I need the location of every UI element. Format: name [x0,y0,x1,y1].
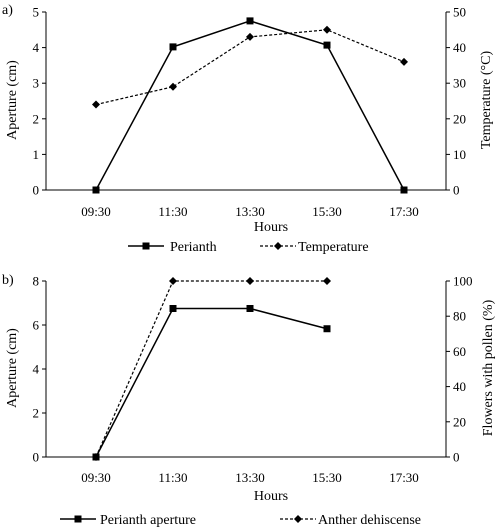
right-tick-label: 10 [453,147,466,162]
x-tick-label: 11:30 [158,204,187,219]
series-0-line [95,307,328,458]
panel-b-left-ticks: 0 2 4 6 8 [33,274,46,465]
panel-b-right-ticks: 0 20 40 60 80 100 [446,274,473,465]
panel-a-left-ticks: 0 1 2 3 4 5 [33,5,46,198]
right-tick-label: 20 [453,414,466,429]
legend-perianth-marker [142,242,150,250]
panel-b-plot-frame [45,281,447,458]
x-tick-label: 09:30 [81,470,111,485]
right-tick-label: 40 [453,379,466,394]
data-point-diamond [323,277,331,285]
left-tick-label: 1 [33,147,40,162]
left-tick-label: 5 [33,5,40,20]
left-tick-label: 3 [33,76,40,91]
panel-a-label: a) [2,3,13,18]
legend-perianth-label: Perianth [170,240,217,255]
panel-b-left-axis-label: Aperture (cm) [5,328,20,408]
data-point-diamond [92,100,100,109]
data-point-diamond [169,277,177,285]
panel-b-label: b) [2,273,14,288]
panel-b: b) 0 2 4 6 8 0 20 40 60 80 100 09:30 11:30 13:30 15:… [2,273,496,528]
data-point-square [246,305,254,312]
data-point-square [323,325,331,333]
legend-anther-label: Anther dehiscense [318,513,421,528]
panel-a-series [92,17,408,194]
panel-b-legend: Perianth aperture Anther dehiscense [60,513,421,528]
data-point-diamond [169,82,177,91]
legend-temperature-label: Temperature [298,240,369,255]
right-tick-label: 80 [453,309,466,324]
data-point-diamond [92,453,100,461]
data-point-square [400,186,408,194]
data-point-square [169,43,177,51]
series-1-line [95,280,327,458]
data-point-diamond [246,277,254,285]
panel-a-legend: Perianth Temperature [128,240,369,255]
left-tick-label: 0 [33,450,40,465]
right-tick-label: 20 [453,111,466,126]
data-point-diamond [246,32,254,41]
legend-perianth-aperture-label: Perianth aperture [100,513,196,528]
panel-a-x-ticks: 09:30 11:30 13:30 15:30 17:30 [81,204,419,219]
left-tick-label: 4 [33,40,40,55]
right-tick-label: 0 [453,183,460,198]
series-0-line [95,20,405,191]
x-tick-label: 17:30 [389,204,419,219]
legend-anther-marker [294,515,302,523]
legend-temperature-marker [274,242,282,250]
x-tick-label: 09:30 [81,204,111,219]
panel-a-right-ticks: 0 10 20 30 40 50 [446,5,466,198]
legend-perianth-aperture-marker [74,515,82,523]
data-point-diamond [400,57,408,66]
panel-a-plot-frame [45,12,447,191]
x-tick-label: 13:30 [235,470,265,485]
left-tick-label: 6 [33,318,40,333]
panel-a-right-axis-label: Temperature (°C) [479,51,494,150]
data-point-square [323,41,331,49]
right-tick-label: 100 [453,274,473,289]
data-point-diamond [323,25,331,34]
panel-a-left-axis-label: Aperture (cm) [5,60,20,140]
left-tick-label: 8 [33,274,40,289]
right-tick-label: 30 [453,76,466,91]
x-tick-label: 17:30 [389,470,419,485]
series-1-line [95,29,405,106]
panel-a: a) 0 1 2 3 4 5 0 10 20 30 40 50 09:30 11:30 13:30 15:… [2,3,494,255]
x-tick-label: 15:30 [312,204,342,219]
x-tick-label: 15:30 [312,470,342,485]
panel-b-x-ticks: 09:30 11:30 13:30 15:30 17:30 [81,470,419,485]
x-tick-label: 11:30 [158,470,187,485]
data-point-square [246,17,254,25]
data-point-square [92,186,100,194]
left-tick-label: 2 [33,111,40,126]
left-tick-label: 2 [33,406,40,421]
right-tick-label: 0 [453,450,460,465]
panel-b-series [92,277,331,461]
panel-b-x-axis-label: Hours [254,489,288,504]
right-tick-label: 40 [453,40,466,55]
right-tick-label: 60 [453,344,466,359]
data-point-square [169,305,177,312]
panel-b-right-axis-label: Flowers with pollen (%) [481,299,496,436]
x-tick-label: 13:30 [235,204,265,219]
left-tick-label: 4 [33,362,40,377]
left-tick-label: 0 [33,183,40,198]
panel-a-x-axis-label: Hours [254,220,288,235]
right-tick-label: 50 [453,5,466,20]
